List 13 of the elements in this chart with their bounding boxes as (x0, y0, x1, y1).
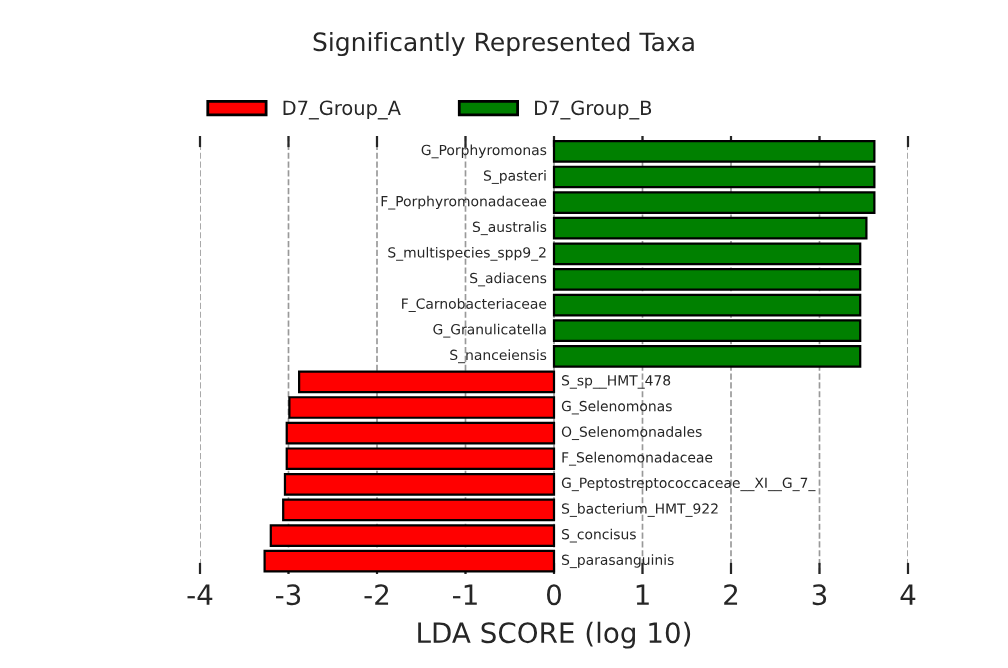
x-axis-title: LDA SCORE (log 10) (418, 621, 691, 649)
x-tick-label: -3 (276, 584, 301, 606)
x-tick-label: 3 (812, 584, 827, 606)
x-tick-label: 0 (546, 584, 561, 606)
x-tick-label: -2 (364, 584, 389, 605)
chart-title: Significantly Represented Taxa (313, 31, 694, 57)
legend-label: D7_Group_B (535, 100, 652, 120)
x-tick-label: 4 (900, 584, 916, 605)
x-tick-label: -1 (453, 584, 477, 605)
x-tick-label: 1 (636, 584, 649, 605)
x-tick-label: -4 (187, 584, 213, 605)
legend-label: D7_Group_A (283, 100, 401, 120)
x-tick-label: 2 (724, 584, 738, 605)
